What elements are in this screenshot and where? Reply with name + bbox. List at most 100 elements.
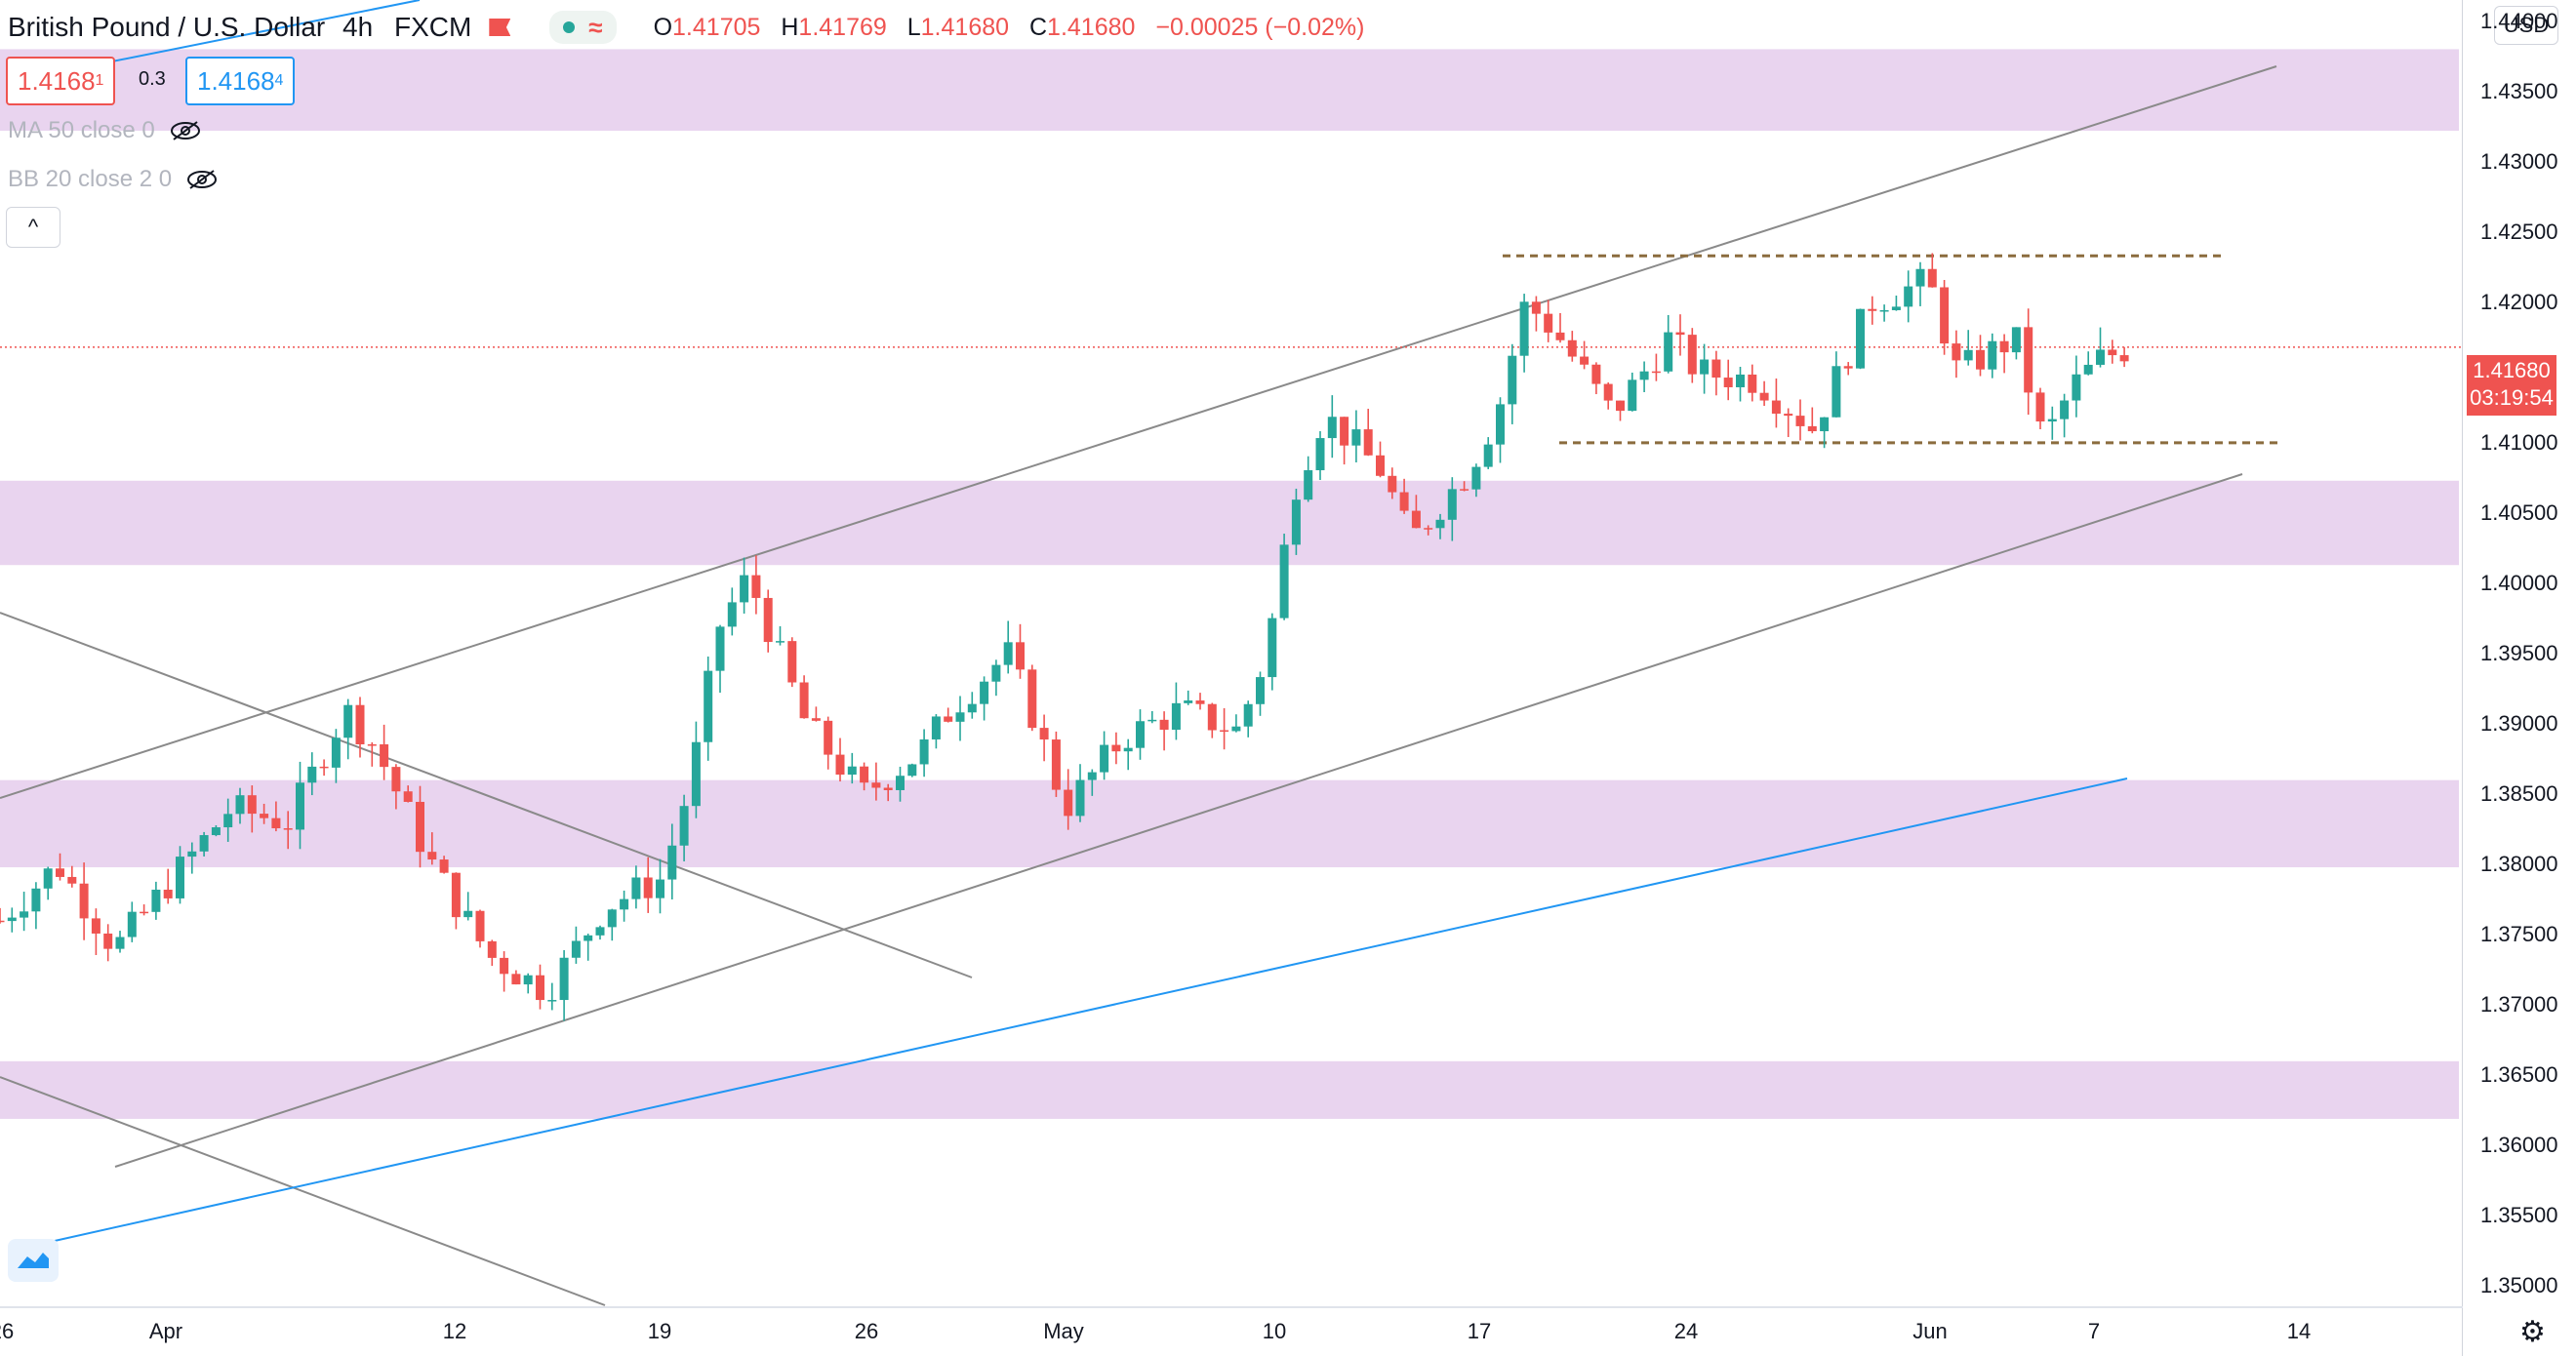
candle[interactable]	[1915, 261, 1925, 306]
candle[interactable]	[2072, 355, 2081, 418]
candle[interactable]	[115, 931, 125, 953]
candle[interactable]	[1519, 294, 1529, 373]
candle[interactable]	[1879, 304, 1889, 322]
candle[interactable]	[1460, 481, 1469, 492]
sr-zone[interactable]	[0, 49, 2459, 131]
candle[interactable]	[1327, 395, 1337, 459]
candle[interactable]	[1700, 343, 1710, 394]
candle[interactable]	[1039, 714, 1049, 762]
candle[interactable]	[860, 762, 869, 791]
candle[interactable]	[355, 697, 365, 758]
candle[interactable]	[1027, 664, 1037, 732]
candle[interactable]	[1315, 431, 1325, 480]
currency-button[interactable]: USD	[2494, 6, 2558, 45]
candle[interactable]	[247, 785, 257, 833]
candle[interactable]	[1795, 399, 1805, 441]
candle[interactable]	[1184, 690, 1193, 705]
candle[interactable]	[1567, 331, 1577, 362]
candle[interactable]	[931, 714, 941, 749]
candle[interactable]	[380, 724, 389, 780]
descending-line-lower[interactable]	[0, 1076, 606, 1306]
candle[interactable]	[403, 785, 413, 803]
candle[interactable]	[235, 787, 245, 824]
candle[interactable]	[319, 759, 329, 777]
candle[interactable]	[1508, 343, 1517, 424]
candle[interactable]	[1628, 372, 1637, 412]
candle[interactable]	[1952, 330, 1961, 379]
channel-upper-line[interactable]	[0, 65, 2277, 799]
candle[interactable]	[667, 823, 677, 899]
candle[interactable]	[1723, 359, 1733, 401]
candle[interactable]	[2108, 339, 2117, 364]
candle[interactable]	[1003, 620, 1013, 674]
candle[interactable]	[740, 557, 749, 614]
sr-zone[interactable]	[0, 779, 2459, 868]
collapse-legend-button[interactable]: ^	[6, 207, 60, 248]
candle[interactable]	[2060, 393, 2070, 438]
gear-icon[interactable]: ⚙	[2519, 1316, 2546, 1348]
candle[interactable]	[0, 907, 5, 924]
candle[interactable]	[1664, 314, 1673, 374]
candle[interactable]	[1616, 400, 1625, 421]
candle[interactable]	[1831, 351, 1841, 418]
candle[interactable]	[571, 926, 581, 964]
sr-zone[interactable]	[0, 1060, 2459, 1119]
candle[interactable]	[1447, 477, 1457, 541]
candle[interactable]	[896, 766, 905, 802]
candle[interactable]	[1687, 328, 1697, 383]
candle[interactable]	[1555, 312, 1565, 343]
candle[interactable]	[79, 862, 89, 940]
candle[interactable]	[20, 892, 29, 932]
candle[interactable]	[1136, 709, 1145, 760]
candle[interactable]	[883, 783, 893, 802]
candle[interactable]	[343, 698, 353, 760]
candle[interactable]	[7, 907, 17, 933]
candle[interactable]	[1843, 362, 1853, 376]
candle[interactable]	[1976, 335, 1985, 377]
candle[interactable]	[127, 901, 137, 942]
candle[interactable]	[1820, 417, 1830, 449]
candle[interactable]	[1340, 417, 1349, 465]
candle[interactable]	[547, 982, 557, 1011]
candle[interactable]	[1363, 409, 1373, 457]
candle[interactable]	[835, 738, 845, 782]
candle[interactable]	[1351, 410, 1361, 463]
candle[interactable]	[1207, 702, 1217, 738]
candle[interactable]	[847, 752, 857, 784]
buy-price-button[interactable]: 1.4168 4	[185, 57, 296, 105]
interval-label[interactable]: 4h	[342, 12, 374, 42]
candle[interactable]	[296, 761, 304, 850]
candle[interactable]	[1087, 769, 1097, 796]
candle[interactable]	[1483, 437, 1493, 469]
candle[interactable]	[1016, 623, 1025, 679]
candle[interactable]	[991, 659, 1001, 697]
candle[interactable]	[967, 692, 977, 719]
candle[interactable]	[1411, 495, 1421, 529]
candle[interactable]	[1711, 350, 1721, 396]
candle[interactable]	[31, 882, 41, 930]
candle[interactable]	[871, 762, 881, 801]
candle[interactable]	[776, 625, 785, 646]
candle[interactable]	[1388, 467, 1397, 499]
candle[interactable]	[1159, 711, 1169, 751]
candle[interactable]	[1544, 299, 1553, 342]
symbol-name[interactable]: British Pound / U.S. Dollar	[8, 12, 326, 42]
candle[interactable]	[1171, 682, 1181, 740]
candle[interactable]	[2035, 387, 2045, 430]
candle[interactable]	[919, 729, 929, 778]
candle[interactable]	[980, 676, 989, 721]
candle[interactable]	[1496, 397, 1505, 463]
candle[interactable]	[223, 798, 233, 842]
candle[interactable]	[463, 892, 473, 921]
indicator-ma[interactable]: MA 50 close 0	[8, 117, 202, 144]
candle[interactable]	[1904, 270, 1913, 323]
candle[interactable]	[331, 729, 341, 783]
candle[interactable]	[607, 908, 617, 941]
channel-lower-line[interactable]	[114, 473, 2243, 1168]
price-axis[interactable]	[2463, 0, 2576, 1356]
candle[interactable]	[260, 803, 269, 824]
candle[interactable]	[140, 904, 149, 916]
tradingview-logo-icon[interactable]	[8, 1239, 59, 1282]
candle[interactable]	[2119, 346, 2129, 368]
candle[interactable]	[1580, 340, 1590, 370]
